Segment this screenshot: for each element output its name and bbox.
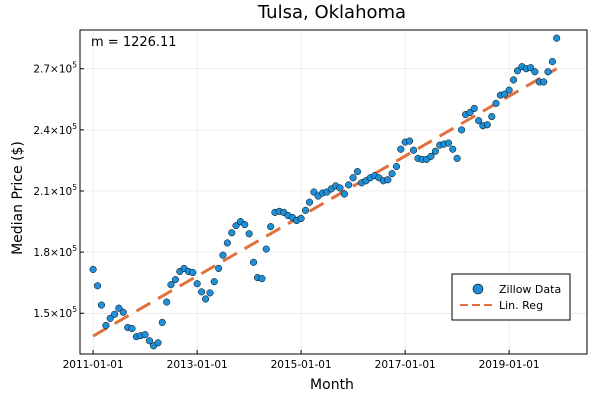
data-point — [475, 117, 483, 125]
data-point — [410, 146, 418, 154]
data-point — [158, 318, 166, 326]
data-point — [492, 99, 500, 107]
data-point — [483, 121, 491, 129]
data-point — [189, 268, 197, 277]
x-tick-label: 2017-01-01 — [375, 359, 436, 371]
data-point — [466, 108, 474, 117]
data-point — [206, 289, 214, 297]
data-point — [431, 147, 439, 155]
data-point — [102, 321, 110, 330]
legend-label-linreg: Lin. Reg — [499, 299, 543, 312]
data-point — [171, 276, 179, 284]
data-point — [505, 86, 513, 94]
data-point — [544, 68, 552, 76]
data-point — [141, 331, 149, 339]
data-point — [392, 162, 401, 171]
data-point — [250, 258, 258, 266]
data-point — [232, 222, 240, 230]
data-point — [267, 223, 275, 231]
data-point — [340, 190, 348, 198]
data-point — [427, 152, 435, 160]
y-tick-label: 2.7×105 — [33, 61, 77, 76]
data-point — [553, 34, 561, 42]
data-point — [305, 198, 314, 206]
x-axis-label: Month — [310, 377, 354, 393]
data-point — [258, 275, 266, 283]
data-point — [540, 78, 548, 86]
data-point — [509, 76, 518, 84]
data-point — [145, 337, 154, 345]
regression-layer — [92, 67, 558, 338]
x-tick-label: 2019-01-01 — [479, 359, 540, 371]
data-point — [228, 229, 236, 237]
data-point — [336, 184, 344, 192]
data-point — [453, 154, 461, 162]
data-point — [548, 58, 556, 66]
data-point — [97, 301, 106, 309]
y-axis-label: Median Price ($) — [10, 141, 26, 255]
data-point — [128, 324, 136, 333]
data-point — [198, 288, 206, 296]
data-point — [154, 339, 162, 347]
chart-title: Tulsa, Oklahoma — [257, 2, 406, 23]
legend-box — [451, 273, 571, 321]
data-point — [89, 265, 97, 273]
grid-layer — [80, 30, 587, 354]
data-point — [262, 245, 270, 253]
data-point — [353, 168, 362, 176]
data-point — [444, 139, 453, 147]
slope-annotation: m = 1226.11 — [91, 35, 177, 50]
data-point — [449, 145, 457, 153]
x-tick-label: 2015-01-01 — [271, 359, 332, 371]
data-point — [163, 298, 171, 306]
data-point — [458, 126, 466, 134]
data-point — [297, 214, 305, 223]
data-point — [349, 174, 357, 182]
data-point — [115, 304, 123, 312]
data-point — [384, 176, 392, 184]
plot-frame — [79, 29, 588, 355]
data-point — [167, 281, 175, 289]
points-layer — [89, 34, 561, 350]
data-point — [210, 278, 218, 286]
data-point — [223, 239, 231, 247]
data-point — [488, 113, 496, 121]
data-point — [470, 104, 478, 112]
data-point — [397, 145, 405, 153]
ticks-layer: 2011-01-01 2013-01-01 2015-01-01 2017-01-01… — [33, 61, 539, 371]
x-tick-label: 2011-01-01 — [63, 359, 124, 371]
data-point — [531, 68, 539, 76]
data-point — [215, 264, 223, 272]
data-point — [106, 314, 114, 322]
data-point — [241, 221, 249, 229]
data-point — [513, 67, 522, 75]
y-tick-label: 2.4×105 — [33, 122, 77, 137]
data-point — [219, 251, 227, 259]
y-tick-label: 2.1×105 — [33, 183, 77, 198]
data-point — [345, 181, 353, 189]
data-point — [527, 64, 535, 72]
y-tick-label: 1.8×105 — [33, 244, 77, 259]
data-point — [111, 310, 119, 318]
data-point — [310, 188, 318, 196]
data-point — [193, 280, 201, 288]
data-point — [388, 170, 396, 178]
legend-label-zillow: Zillow Data — [499, 283, 561, 296]
data-point — [245, 230, 253, 238]
data-point — [501, 90, 509, 98]
x-tick-label: 2013-01-01 — [167, 359, 228, 371]
data-point — [93, 282, 102, 290]
data-point — [406, 137, 414, 145]
data-point — [119, 308, 127, 316]
data-point — [301, 206, 310, 214]
regression-line — [92, 67, 558, 338]
legend-marker-zillow — [472, 283, 484, 295]
legend: Zillow Data Lin. Reg — [451, 273, 571, 321]
data-point — [202, 295, 210, 303]
y-tick-label: 1.5×105 — [33, 305, 77, 320]
